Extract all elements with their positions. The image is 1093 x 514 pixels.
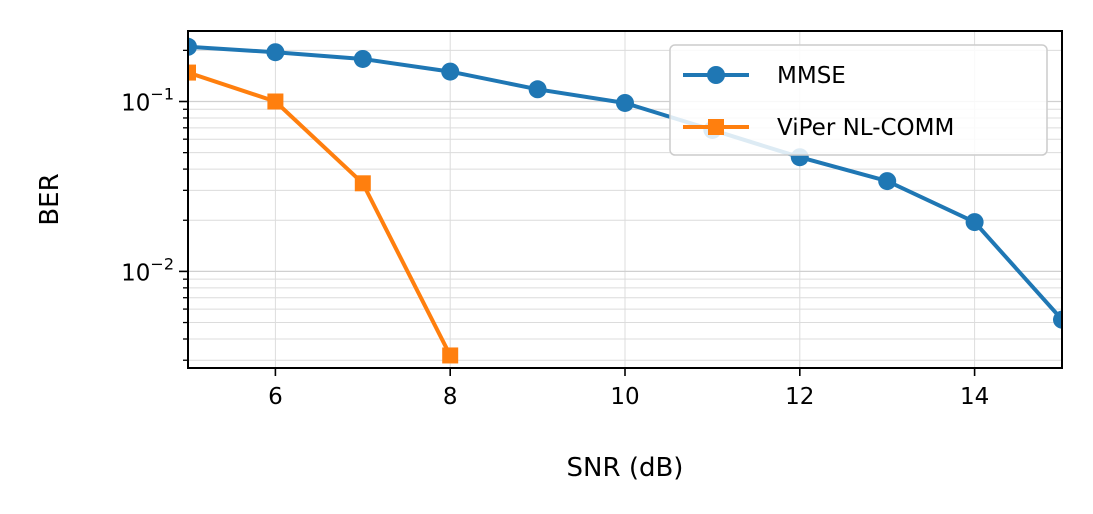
- y-axis-label: BER: [35, 173, 65, 225]
- data-point: [616, 93, 634, 112]
- series-layer: [188, 37, 1062, 364]
- data-point: [1053, 310, 1062, 329]
- y-tick-label: 10−1: [121, 85, 174, 117]
- data-point: [353, 49, 372, 68]
- x-axis-label: SNR (dB): [567, 453, 684, 483]
- data-point: [188, 37, 197, 56]
- legend-box: [669, 44, 1048, 156]
- legend-marker: [707, 66, 725, 84]
- y-tick-label: 10−2: [121, 254, 174, 286]
- data-point: [267, 93, 284, 110]
- data-point: [266, 43, 285, 62]
- data-point: [528, 80, 547, 99]
- data-point: [878, 172, 897, 191]
- series-line-1: [188, 70, 452, 357]
- data-point: [965, 213, 984, 232]
- data-point: [188, 64, 196, 81]
- legend-label: MMSE: [777, 63, 846, 89]
- x-tick-label: 12: [785, 384, 814, 410]
- data-point: [442, 347, 459, 364]
- x-tick-label: 14: [960, 384, 989, 410]
- data-point: [354, 175, 371, 192]
- x-tick-label: 8: [443, 384, 458, 410]
- legend-marker: [708, 119, 724, 135]
- axis-ticks: 6 8 10 12 14 10−1 10−2: [121, 49, 989, 410]
- legend: MMSE ViPer NL-COMM: [669, 44, 1048, 156]
- x-tick-label: 10: [610, 384, 639, 410]
- legend-label: ViPer NL-COMM: [777, 115, 954, 141]
- x-tick-label: 6: [268, 384, 283, 410]
- data-point: [441, 62, 460, 81]
